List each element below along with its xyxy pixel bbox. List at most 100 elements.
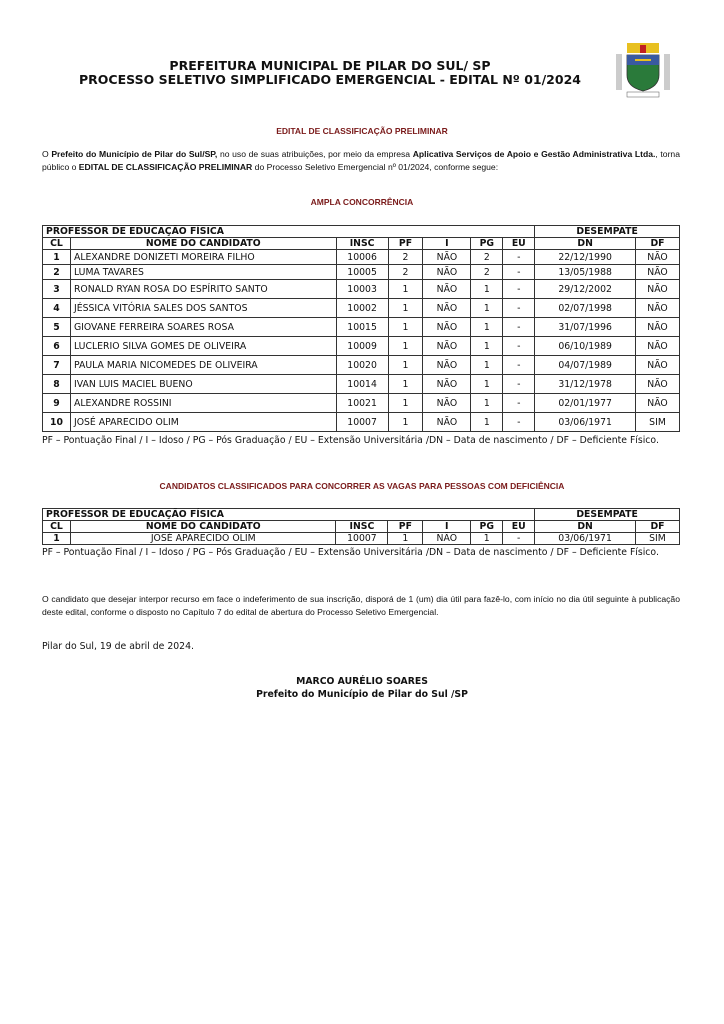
table-cell: 1 xyxy=(387,298,424,318)
table-cell: 02/07/1998 xyxy=(534,298,637,318)
table-cell: NÃO xyxy=(635,393,680,413)
table-cell: - xyxy=(502,374,536,394)
table-row: 8 IVAN LUIS MACIEL BUENO 10014 1 NÃO 1-31/12/… xyxy=(42,374,680,394)
table-cell: 31/12/1978 xyxy=(534,374,637,394)
table-cell: NÃO xyxy=(635,298,680,318)
header-title: PREFEITURA MUNICIPAL DE PILAR DO SUL/ SP xyxy=(169,58,491,73)
table-cell: 1 xyxy=(470,412,504,432)
table-cell: SIM xyxy=(635,412,680,432)
table-cell: 1 xyxy=(470,298,504,318)
table-row: 7 PAULA MARIA NICOMEDES DE OLIVEIRA 10020 1… xyxy=(42,355,680,375)
table-cell: NÃO xyxy=(422,532,472,545)
table-cell: 10015 xyxy=(335,317,389,337)
intro-paragraph: O Prefeito do Município de Pilar do Sul/… xyxy=(42,149,680,172)
pcd-table: PROFESSOR DE EDUCAÇÃO FÍSICA DESEMPATE CL… xyxy=(41,508,680,545)
table-cell: NÃO xyxy=(635,374,680,394)
table-cell: 4 xyxy=(42,298,71,318)
table-cell: JOSÉ APARECIDO OLIM xyxy=(69,412,337,432)
table-cell: 1 xyxy=(387,393,424,413)
table-cell: - xyxy=(502,249,536,265)
table-cell: 03/06/1971 xyxy=(534,412,637,432)
section-ampla-title: AMPLA CONCORRÊNCIA xyxy=(310,197,414,207)
table-cell: SIM xyxy=(635,532,680,545)
table-cell: 2 xyxy=(42,264,71,280)
cargo-header: PROFESSOR DE EDUCAÇÃO FÍSICA xyxy=(41,508,536,521)
table-cell: 1 xyxy=(387,355,424,375)
column-header: CL xyxy=(42,520,71,533)
table-cell: ALEXANDRE DONIZETI MOREIRA FILHO xyxy=(69,249,337,265)
table-cell: 1 xyxy=(42,532,71,545)
table-cell: NÃO xyxy=(422,412,472,432)
table-cell: 10009 xyxy=(335,336,389,356)
table-cell: 29/12/2002 xyxy=(534,279,637,299)
city-coat-of-arms-logo xyxy=(616,43,670,98)
signature-role: Prefeito do Município de Pilar do Sul /S… xyxy=(256,689,468,700)
table-cell: 10021 xyxy=(335,393,389,413)
table-cell: NÃO xyxy=(422,264,472,280)
table-row: 2 LUMA TAVARES 10005 2 NÃO 2-13/05/1988 NÃO xyxy=(42,264,680,280)
table-cell: 04/07/1989 xyxy=(534,355,637,375)
table-cell: 10002 xyxy=(335,298,389,318)
table-cell: - xyxy=(502,279,536,299)
desempate-header: DESEMPATE xyxy=(534,225,680,238)
table-cell: 8 xyxy=(42,374,71,394)
table-cell: 03/06/1971 xyxy=(534,532,636,545)
column-header: DN xyxy=(534,520,636,533)
table-cell: 1 xyxy=(470,532,504,545)
table-cell: 1 xyxy=(470,336,504,356)
table-cell: - xyxy=(502,264,536,280)
table-cell: 31/07/1996 xyxy=(534,317,637,337)
table-cell: 1 xyxy=(387,317,424,337)
table-cell: 10007 xyxy=(335,412,389,432)
table-cell: 10 xyxy=(42,412,71,432)
table-row: 9 ALEXANDRE ROSSINI 10021 1 NÃO 1-02/01/1977 N… xyxy=(42,393,680,413)
table-cell: NÃO xyxy=(422,374,472,394)
table-row: 6 LUCLERIO SILVA GOMES DE OLIVEIRA 10009 1 N… xyxy=(42,336,680,356)
table-cell: 2 xyxy=(470,249,504,265)
table-cell: 10007 xyxy=(335,532,389,545)
signature-name: MARCO AURÉLIO SOARES xyxy=(296,676,428,687)
section-pcd-title: CANDIDATOS CLASSIFICADOS PARA CONCORRER … xyxy=(159,481,565,491)
table-cell: 7 xyxy=(42,355,71,375)
table-cell: NÃO xyxy=(635,317,680,337)
table-cell: 1 xyxy=(387,279,424,299)
table-cell: NÃO xyxy=(422,249,472,265)
table-cell: ALEXANDRE ROSSINI xyxy=(69,393,337,413)
table-row: 1 ALEXANDRE DONIZETI MOREIRA FILHO 10006 2 N… xyxy=(42,249,680,265)
table-cell: 1 xyxy=(470,355,504,375)
table-cell: NÃO xyxy=(422,298,472,318)
column-headers: CL NOME DO CANDIDATO INSC PF I PG EU DN DF xyxy=(42,520,680,533)
table-row: 3 RONALD RYAN ROSA DO ESPÍRITO SANTO 10003… xyxy=(42,279,680,299)
column-header: NOME DO CANDIDATO xyxy=(69,520,337,533)
table-cell: NÃO xyxy=(422,336,472,356)
table-cell: NÃO xyxy=(422,355,472,375)
column-header: EU xyxy=(502,237,536,250)
table-cell: 2 xyxy=(387,264,424,280)
table-cell: - xyxy=(502,317,536,337)
ampla-table: PROFESSOR DE EDUCAÇÃO FÍSICA DESEMPATE CL… xyxy=(41,225,680,432)
column-header: DN xyxy=(534,237,637,250)
table-cell: 2 xyxy=(387,249,424,265)
table-cell: - xyxy=(502,412,536,432)
table-cell: 9 xyxy=(42,393,71,413)
table-cell: 6 xyxy=(42,336,71,356)
table-cell: 1 xyxy=(387,532,424,545)
table-cell: 10014 xyxy=(335,374,389,394)
column-header: INSC xyxy=(335,520,389,533)
column-header: INSC xyxy=(335,237,389,250)
table-cell: NÃO xyxy=(635,336,680,356)
column-header: PF xyxy=(387,237,424,250)
table-cell: NÃO xyxy=(635,279,680,299)
legend-note: PF – Pontuação Final / I – Idoso / PG – … xyxy=(42,435,659,446)
column-header: PF xyxy=(387,520,424,533)
column-header: CL xyxy=(42,237,71,250)
table-cell: 02/01/1977 xyxy=(534,393,637,413)
table-cell: NÃO xyxy=(635,249,680,265)
table-cell: NÃO xyxy=(422,317,472,337)
table-cell: - xyxy=(502,336,536,356)
desempate-header: DESEMPATE xyxy=(534,508,680,521)
table-cell: NÃO xyxy=(635,355,680,375)
table-cell: NÃO xyxy=(422,279,472,299)
table-cell: 1 xyxy=(470,317,504,337)
table-cell: 10020 xyxy=(335,355,389,375)
